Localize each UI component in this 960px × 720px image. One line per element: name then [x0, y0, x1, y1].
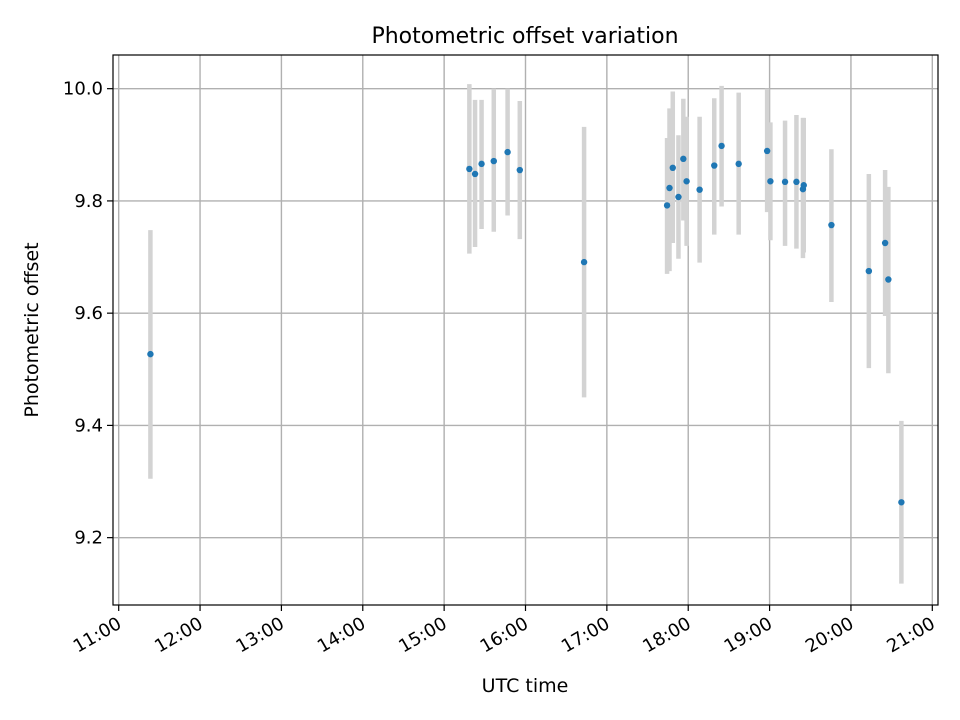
data-point	[466, 165, 473, 173]
data-point	[683, 178, 690, 185]
y-tick-label: 9.8	[74, 191, 103, 212]
data-point	[898, 499, 905, 506]
data-point	[147, 350, 154, 358]
x-axis-label: UTC time	[482, 675, 569, 697]
chart-title: Photometric offset variation	[371, 24, 678, 49]
data-point	[680, 155, 687, 163]
data-point	[865, 267, 873, 275]
data-point	[675, 193, 682, 201]
y-tick-label: 9.2	[74, 528, 103, 549]
data-point	[885, 276, 892, 283]
data-point	[669, 164, 676, 172]
data-point	[881, 239, 889, 247]
data-point	[666, 184, 673, 192]
data-point	[490, 157, 497, 165]
data-point	[471, 170, 479, 178]
data-point	[478, 160, 485, 168]
data-point	[800, 182, 807, 189]
point-layer	[147, 142, 905, 506]
data-point	[781, 178, 789, 186]
y-tick-label: 9.4	[74, 415, 103, 436]
data-point	[718, 142, 725, 150]
data-point	[793, 178, 800, 186]
y-tick-label: 9.6	[74, 303, 103, 324]
data-point	[580, 258, 588, 266]
y-axis-label: Photometric offset	[21, 242, 43, 417]
data-point	[516, 166, 524, 174]
data-point	[735, 160, 742, 168]
data-point	[696, 186, 703, 193]
y-tick-label: 10.0	[63, 79, 103, 100]
data-point	[504, 148, 511, 156]
data-point	[767, 178, 774, 185]
data-point	[828, 221, 835, 229]
data-point	[711, 162, 718, 169]
data-point	[763, 147, 771, 155]
data-point	[663, 202, 671, 209]
y-axis-ticks: 9.2 9.4 9.6 9.8 10.0	[63, 79, 113, 549]
